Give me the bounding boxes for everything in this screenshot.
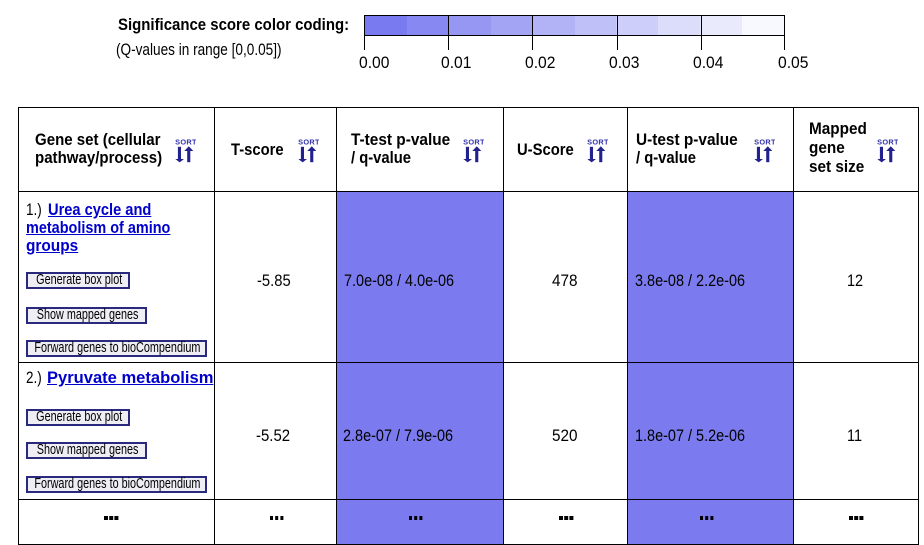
svg-text:SORT: SORT [754, 138, 775, 147]
svg-text:SORT: SORT [463, 138, 484, 147]
svg-text:SORT: SORT [587, 138, 608, 147]
svg-text:SORT: SORT [877, 138, 898, 147]
svg-text:SORT: SORT [298, 138, 319, 147]
svg-text:SORT: SORT [175, 138, 196, 147]
